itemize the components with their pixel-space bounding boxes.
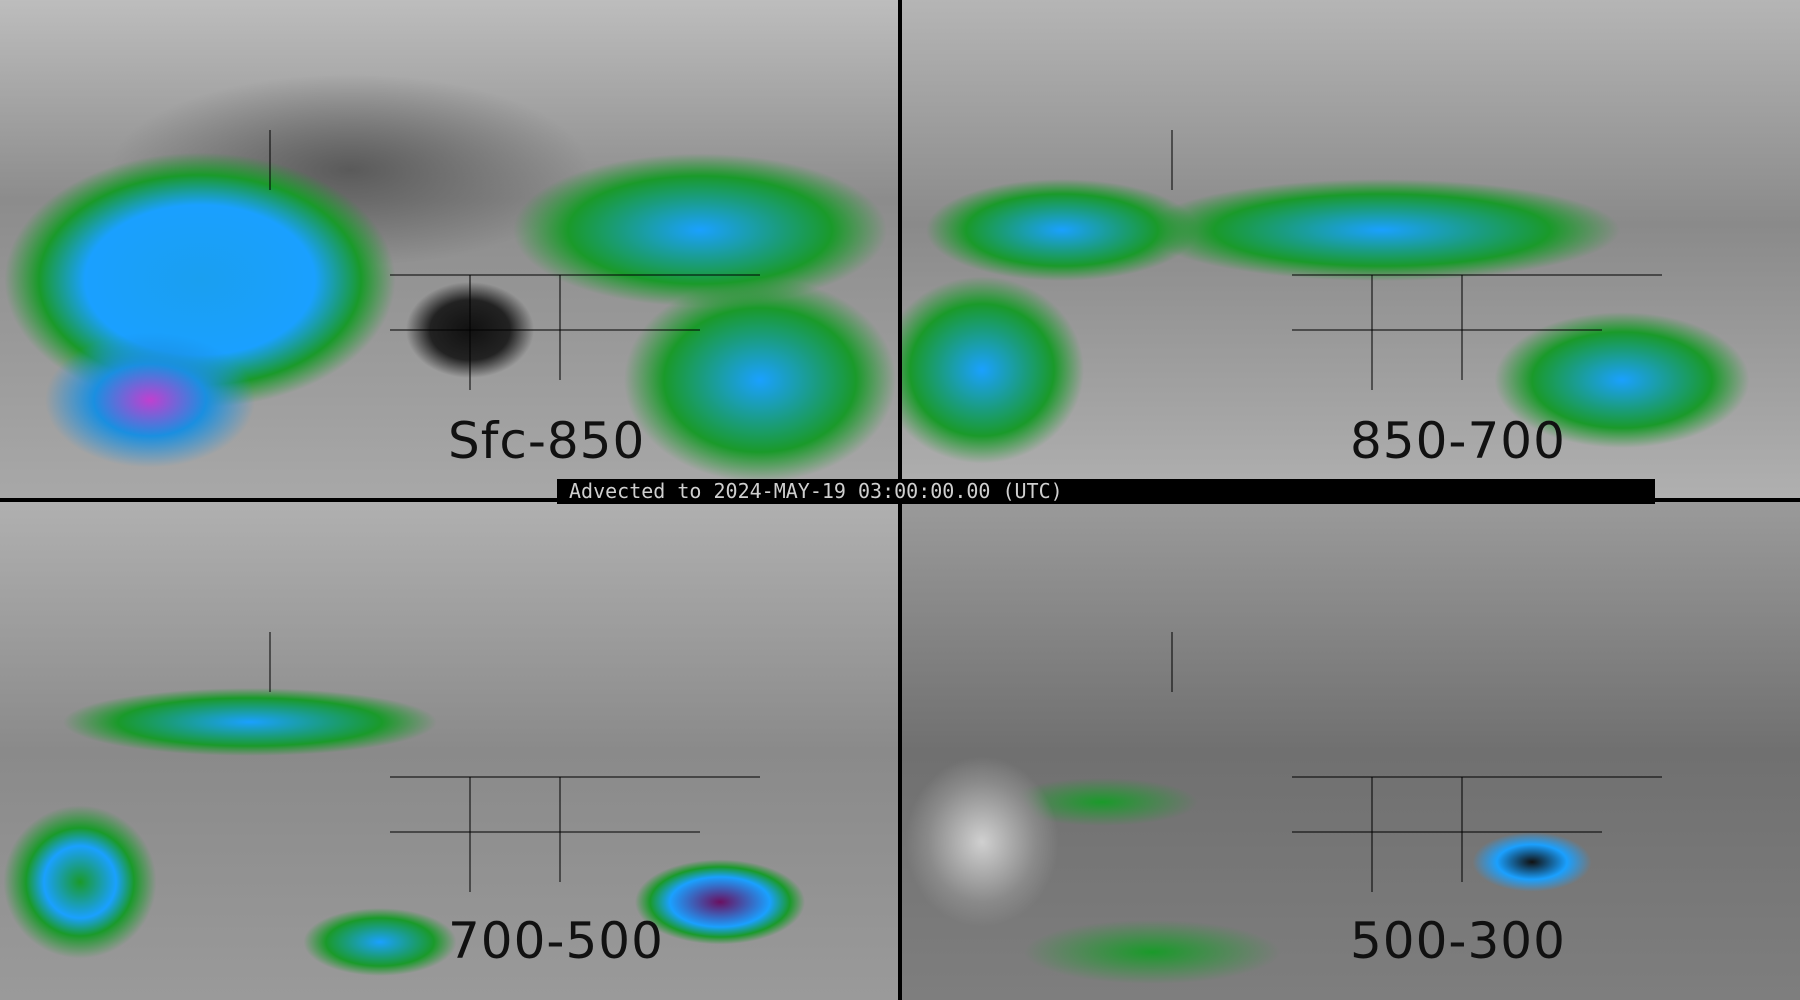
map-outline (269, 632, 760, 892)
layer-label: Sfc-850 (448, 412, 646, 470)
map-panel-850-700: 850-700 (902, 0, 1800, 498)
layer-label: 500-300 (1350, 912, 1566, 970)
map-outline (1171, 130, 1662, 390)
map-panel-500-300: 500-300 (902, 502, 1800, 1000)
map-outline (269, 130, 760, 390)
map-panel-700-500: 700-500 (0, 502, 898, 1000)
advection-time-banner: Advected to 2024-MAY-19 03:00:00.00 (UTC… (557, 479, 1655, 504)
layer-label: 850-700 (1350, 412, 1566, 470)
map-outline (1171, 632, 1662, 892)
map-panel-sfc-850: Sfc-850 (0, 0, 898, 498)
layer-label: 700-500 (448, 912, 664, 970)
